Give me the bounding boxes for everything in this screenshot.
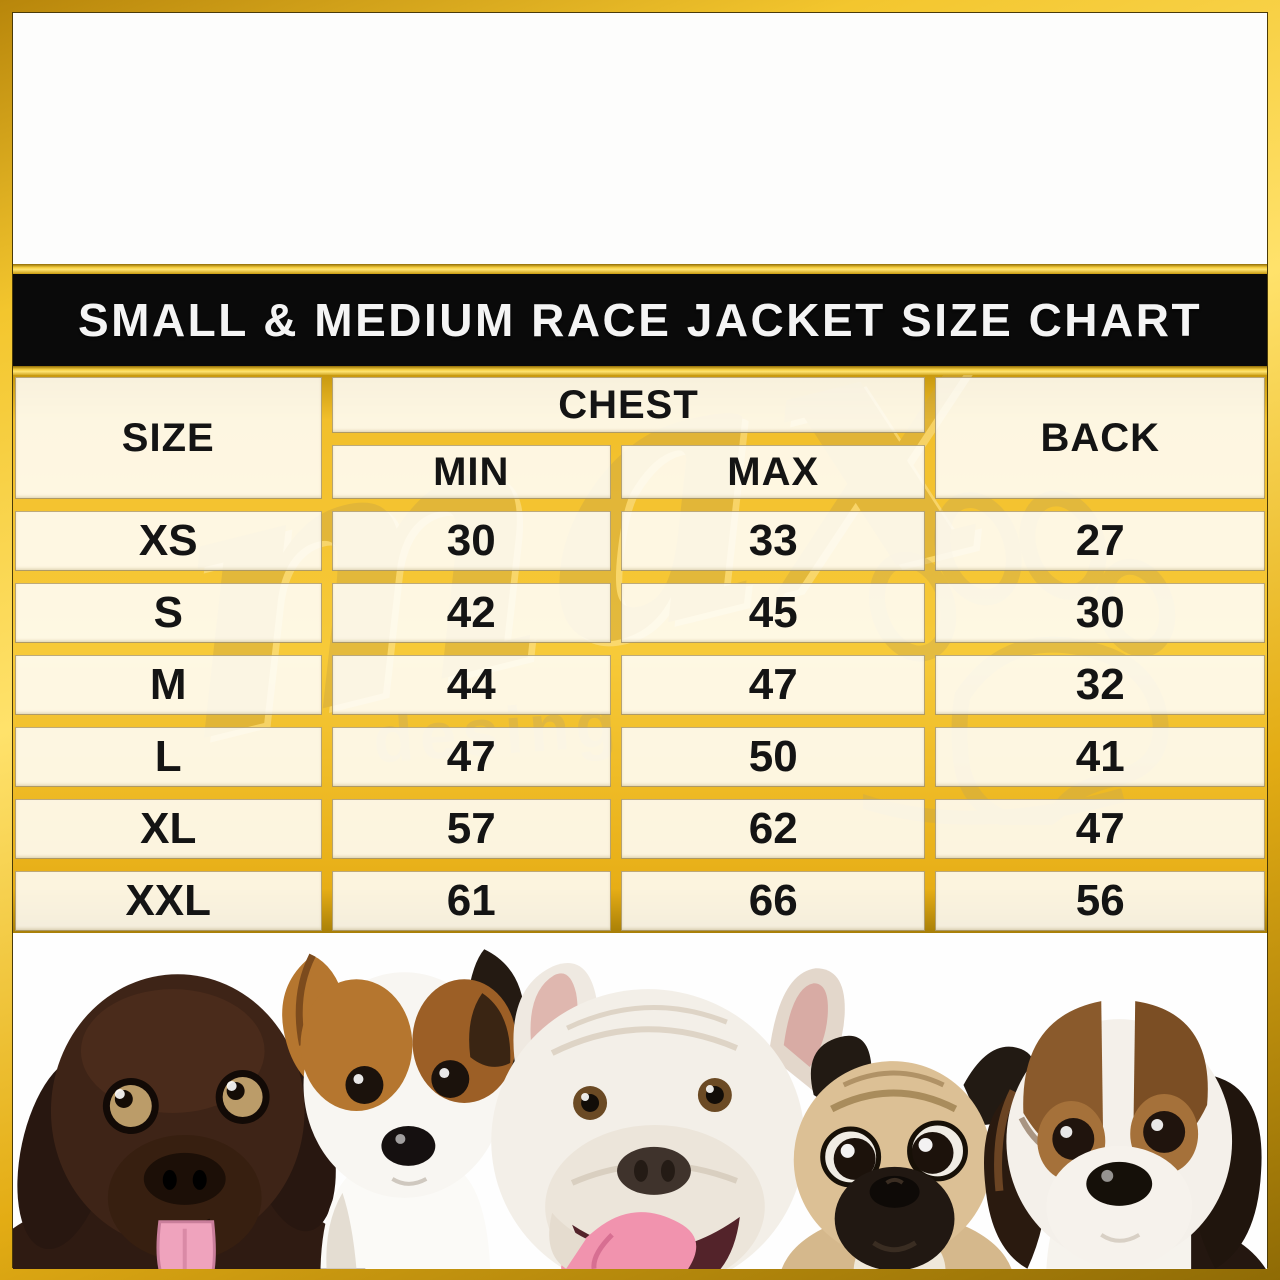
row-m-size: M <box>15 655 322 715</box>
lab-right-eye <box>215 1070 270 1124</box>
pug-right-eye <box>907 1120 968 1182</box>
pug-puppy <box>781 1035 1035 1269</box>
jack-russell-left-eye <box>345 1066 384 1104</box>
row-xxl-size: XXL <box>15 871 322 931</box>
beagle-puppy <box>983 1001 1266 1269</box>
row-xl-max: 62 <box>620 799 926 859</box>
row-m-max: 47 <box>620 655 926 715</box>
column-header-max: MAX <box>620 445 926 499</box>
jack-russell-puppy <box>282 949 525 1269</box>
white-bulldog-puppy <box>491 962 845 1269</box>
size-table: max desing SIZE CHEST BACK MI <box>13 375 1267 933</box>
bulldog-right-eye <box>697 1078 732 1112</box>
column-header-back: BACK <box>935 377 1265 499</box>
row-xs-back: 27 <box>935 511 1265 571</box>
row-xs-max: 33 <box>620 511 926 571</box>
content-area: SMALL & MEDIUM RACE JACKET SIZE CHART ma… <box>12 12 1268 1269</box>
lab-left-eye <box>102 1078 159 1134</box>
row-s-max: 45 <box>620 583 926 643</box>
row-xs-min: 30 <box>331 511 611 571</box>
column-header-chest: CHEST <box>331 377 926 433</box>
chocolate-labrador-puppy <box>13 974 366 1269</box>
row-l-size: L <box>15 727 322 787</box>
beagle-left-eye <box>1052 1117 1095 1160</box>
row-xl-back: 47 <box>935 799 1265 859</box>
gold-divider-top <box>13 264 1267 274</box>
row-xs-size: XS <box>15 511 322 571</box>
row-l-back: 41 <box>935 727 1265 787</box>
gold-divider-bottom <box>13 366 1267 376</box>
row-m-min: 44 <box>331 655 611 715</box>
row-xxl-back: 56 <box>935 871 1265 931</box>
size-grid: SIZE CHEST BACK MIN MAX XS 30 33 27 S 42… <box>15 377 1265 931</box>
page-title: SMALL & MEDIUM RACE JACKET SIZE CHART <box>77 294 1203 346</box>
column-header-min: MIN <box>331 445 611 499</box>
title-banner: SMALL & MEDIUM RACE JACKET SIZE CHART <box>13 274 1267 366</box>
row-xl-size: XL <box>15 799 322 859</box>
row-m-back: 32 <box>935 655 1265 715</box>
row-s-min: 42 <box>331 583 611 643</box>
beagle-right-eye <box>1143 1110 1186 1153</box>
column-header-size: SIZE <box>15 377 322 499</box>
jack-russell-right-eye <box>431 1060 470 1099</box>
row-l-min: 47 <box>331 727 611 787</box>
row-s-size: S <box>15 583 322 643</box>
puppies-photo <box>13 933 1267 1269</box>
row-xxl-max: 66 <box>620 871 926 931</box>
bulldog-left-eye <box>573 1086 608 1120</box>
row-xl-min: 57 <box>331 799 611 859</box>
row-xxl-min: 61 <box>331 871 611 931</box>
row-l-max: 50 <box>620 727 926 787</box>
row-s-back: 30 <box>935 583 1265 643</box>
top-blank-panel <box>13 13 1267 264</box>
